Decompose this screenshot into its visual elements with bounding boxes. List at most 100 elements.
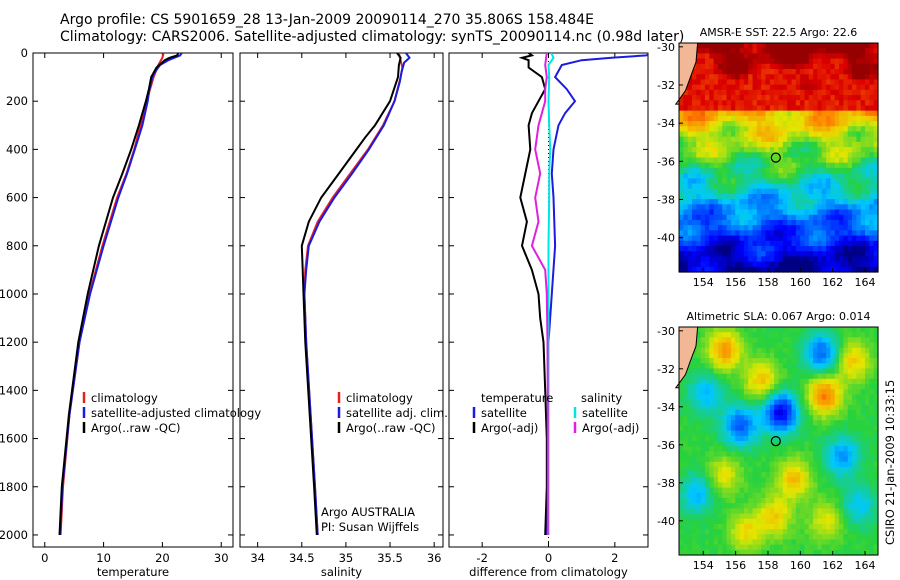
map-cell xyxy=(748,415,754,421)
map-cell xyxy=(761,399,767,406)
map-cell xyxy=(821,261,827,268)
map-cell xyxy=(756,472,762,478)
map-cell xyxy=(860,183,866,190)
map-cell xyxy=(765,245,771,252)
map-cell xyxy=(782,347,788,354)
y-tick-label: 1000 xyxy=(0,287,28,301)
map-cell xyxy=(683,105,689,112)
map-cell xyxy=(800,456,806,463)
map-cell xyxy=(743,466,749,473)
map-cell xyxy=(726,173,732,179)
map-cell xyxy=(679,461,684,468)
map-cell xyxy=(769,188,775,195)
map-cell xyxy=(679,167,684,174)
map-cell xyxy=(743,441,749,447)
map-cell xyxy=(756,136,762,143)
map-cell xyxy=(847,415,853,421)
map-cell xyxy=(834,415,840,421)
map-cell xyxy=(795,131,801,138)
map-cell xyxy=(778,389,784,395)
map-cell xyxy=(787,183,793,190)
map-cell xyxy=(843,209,849,216)
map-cell xyxy=(782,141,788,148)
map-cell xyxy=(769,409,775,416)
map-cell xyxy=(869,358,875,364)
map-cell xyxy=(696,337,702,344)
map-cell xyxy=(761,482,767,489)
map-cell xyxy=(730,435,736,442)
series-line-2 xyxy=(300,53,402,536)
map-cell xyxy=(717,534,723,541)
map-cell xyxy=(717,69,723,75)
temperature-panel: 0 10 20 30020040060080010001200140016001800… xyxy=(0,46,234,579)
map-cell xyxy=(743,74,749,81)
map-cell xyxy=(778,466,784,473)
map-cell xyxy=(726,503,732,509)
map-cell xyxy=(726,415,732,421)
map-cell xyxy=(782,199,788,205)
map-cell xyxy=(739,74,745,81)
map-cell xyxy=(782,342,788,349)
map-cell xyxy=(743,482,749,489)
map-cell xyxy=(765,214,771,221)
map-cell xyxy=(752,225,758,231)
map-cell xyxy=(869,240,875,247)
series-line-1 xyxy=(518,53,548,536)
map-cell xyxy=(726,420,732,427)
map-cell xyxy=(752,48,758,54)
map-cell xyxy=(691,466,697,473)
map-cell xyxy=(696,503,702,509)
map-cell xyxy=(748,152,754,159)
map-cell xyxy=(774,251,780,257)
map-cell xyxy=(800,534,806,541)
map-cell xyxy=(800,63,806,70)
map-cell xyxy=(865,446,870,452)
map-cell xyxy=(761,487,767,494)
map-cell xyxy=(774,79,780,86)
map-cell xyxy=(791,451,797,458)
map-cell xyxy=(791,508,797,515)
map-cell xyxy=(730,399,736,406)
map-cell xyxy=(739,409,745,416)
map-cell xyxy=(704,384,710,390)
map-cell xyxy=(726,43,732,49)
map-cell xyxy=(778,482,784,489)
map-cell xyxy=(696,209,702,216)
map-cell xyxy=(839,404,844,411)
map-cell xyxy=(839,549,844,556)
map-cell xyxy=(739,373,745,380)
map-cell xyxy=(826,518,832,525)
map-cell xyxy=(765,358,771,364)
map-cell xyxy=(752,219,758,226)
map-cell xyxy=(830,342,836,349)
map-cell xyxy=(722,399,728,406)
map-cell xyxy=(808,74,814,81)
map-cell xyxy=(782,337,788,344)
map-cell xyxy=(761,373,767,380)
map-cell xyxy=(722,482,728,489)
map-cell xyxy=(756,69,762,75)
map-cell xyxy=(756,539,762,546)
map-cell xyxy=(873,498,879,504)
map-cell xyxy=(865,115,870,122)
map-cell xyxy=(839,115,844,122)
map-cell xyxy=(826,352,832,359)
map-cell xyxy=(830,425,836,432)
map-cell xyxy=(683,539,689,546)
map-cell xyxy=(782,446,788,452)
map-cell xyxy=(795,256,801,263)
map-cell xyxy=(843,219,849,226)
map-cell xyxy=(683,430,689,437)
map-cell xyxy=(847,89,853,96)
map-cell xyxy=(795,79,801,86)
map-cell xyxy=(700,214,706,221)
map-cell xyxy=(748,105,754,112)
map-cell xyxy=(717,240,723,247)
map-cell xyxy=(769,352,775,359)
map-cell xyxy=(817,193,823,200)
map-cell xyxy=(700,409,706,416)
map-cell xyxy=(679,240,684,247)
map-cell xyxy=(752,121,758,127)
map-cell xyxy=(843,235,849,242)
map-cell xyxy=(804,477,810,484)
